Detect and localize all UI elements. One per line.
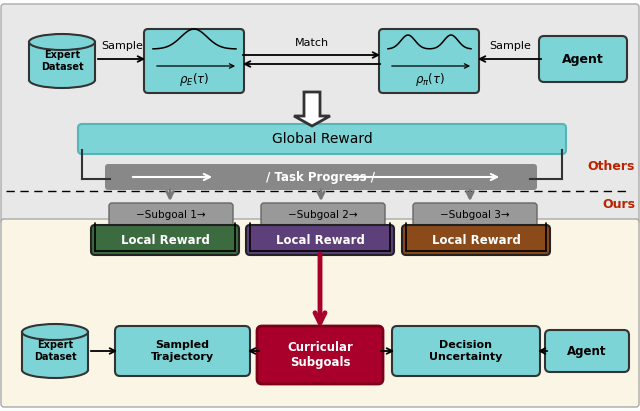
Text: Local Reward: Local Reward	[120, 233, 209, 247]
Bar	[29, 42, 95, 80]
Text: Local Reward: Local Reward	[431, 233, 520, 247]
Text: $\rho_\pi(\tau)$: $\rho_\pi(\tau)$	[415, 72, 445, 88]
FancyBboxPatch shape	[105, 164, 537, 190]
FancyBboxPatch shape	[379, 29, 479, 93]
FancyBboxPatch shape	[545, 330, 629, 372]
Text: Global Reward: Global Reward	[271, 132, 372, 146]
Polygon shape	[294, 92, 330, 126]
Ellipse shape	[22, 362, 88, 378]
FancyBboxPatch shape	[261, 203, 385, 226]
FancyBboxPatch shape	[144, 29, 244, 93]
Text: Local Reward: Local Reward	[276, 233, 364, 247]
FancyBboxPatch shape	[1, 219, 639, 407]
Text: / Task Progress /: / Task Progress /	[266, 171, 376, 183]
Text: Decision
Uncertainty: Decision Uncertainty	[429, 340, 502, 362]
Text: Match: Match	[295, 38, 329, 48]
FancyBboxPatch shape	[257, 326, 383, 384]
FancyBboxPatch shape	[78, 124, 566, 154]
Text: Expert
Dataset: Expert Dataset	[41, 50, 83, 72]
Ellipse shape	[29, 34, 95, 50]
FancyBboxPatch shape	[115, 326, 250, 376]
Text: Sampled
Trajectory: Sampled Trajectory	[150, 340, 214, 362]
FancyBboxPatch shape	[91, 225, 239, 255]
Text: Agent: Agent	[562, 53, 604, 65]
Bar	[22, 332, 88, 370]
Text: Curricular
Subgoals: Curricular Subgoals	[287, 341, 353, 369]
Text: Others: Others	[588, 159, 635, 173]
Ellipse shape	[29, 72, 95, 88]
Text: Sample: Sample	[489, 41, 531, 51]
FancyBboxPatch shape	[402, 225, 550, 255]
FancyBboxPatch shape	[109, 203, 233, 226]
FancyBboxPatch shape	[392, 326, 540, 376]
FancyBboxPatch shape	[246, 225, 394, 255]
FancyBboxPatch shape	[1, 4, 639, 224]
Ellipse shape	[22, 324, 88, 340]
Text: Sample: Sample	[101, 41, 143, 51]
FancyBboxPatch shape	[539, 36, 627, 82]
Text: −Subgoal 1→: −Subgoal 1→	[136, 210, 206, 220]
FancyBboxPatch shape	[413, 203, 537, 226]
Text: Agent: Agent	[567, 344, 607, 358]
Text: Ours: Ours	[602, 198, 635, 210]
Text: $\rho_E(\tau)$: $\rho_E(\tau)$	[179, 72, 209, 88]
Text: −Subgoal 2→: −Subgoal 2→	[288, 210, 358, 220]
Text: Expert
Dataset: Expert Dataset	[34, 340, 76, 362]
Text: −Subgoal 3→: −Subgoal 3→	[440, 210, 510, 220]
